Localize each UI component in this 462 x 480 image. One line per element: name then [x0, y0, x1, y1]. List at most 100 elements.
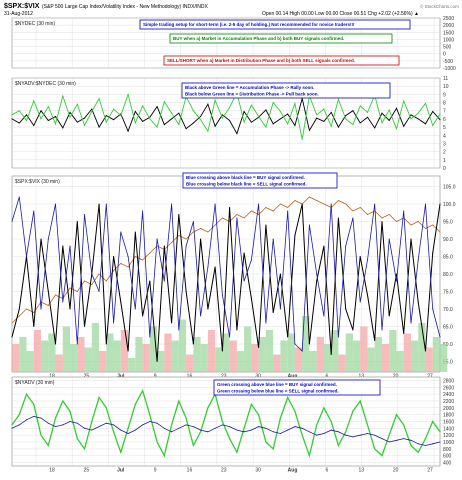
data-point: [200, 429, 202, 431]
x-tick-label: Jul: [117, 374, 125, 380]
data-point: [439, 203, 441, 205]
data-point: [424, 203, 426, 205]
data-point: [120, 429, 122, 431]
data-point: [214, 125, 216, 127]
data-point: [98, 273, 100, 275]
data-point: [374, 448, 376, 450]
data-point: [388, 441, 390, 443]
data-point: [221, 217, 223, 219]
data-point: [98, 203, 100, 205]
data-point: [134, 308, 136, 310]
data-point: [374, 203, 376, 205]
data-point: [127, 266, 129, 268]
data-point: [84, 448, 86, 450]
y-tick-label: 800: [443, 447, 452, 453]
data-point: [337, 217, 339, 219]
fill-bar: [396, 351, 404, 372]
fill-bar: [440, 344, 448, 372]
y-tick-label: 9: [443, 92, 446, 98]
data-point: [149, 280, 151, 282]
data-point: [265, 441, 267, 443]
data-point: [98, 397, 100, 399]
data-point: [76, 422, 78, 424]
data-point: [258, 347, 260, 348]
data-point: [91, 429, 93, 431]
data-point: [163, 101, 165, 103]
data-point: [33, 312, 35, 313]
data-point: [40, 434, 42, 436]
watermark: © StockCharts.com: [420, 3, 459, 9]
data-point: [55, 343, 57, 345]
data-point: [149, 421, 151, 422]
x-tick-label: Aug: [288, 468, 298, 474]
data-point: [192, 343, 194, 345]
data-point: [18, 414, 20, 416]
data-point: [221, 350, 223, 352]
data-point: [229, 438, 231, 440]
fill-bar: [222, 333, 230, 372]
y-tick-label: 7: [443, 109, 446, 115]
data-point: [258, 414, 260, 416]
data-point: [243, 427, 245, 429]
data-point: [250, 259, 252, 261]
data-point: [185, 128, 187, 130]
phase-note-frame: [181, 82, 391, 99]
setup-note: Simple trading setup for short-term (i.e…: [139, 19, 411, 30]
data-point: [142, 315, 144, 317]
y-tick-label: 5: [443, 125, 446, 131]
data-point: [120, 301, 122, 303]
data-point: [432, 421, 434, 422]
data-point: [308, 343, 310, 345]
data-point: [279, 432, 281, 434]
data-point: [163, 455, 165, 457]
fill-bar: [294, 347, 303, 372]
data-point: [424, 123, 426, 125]
data-point: [388, 214, 390, 215]
data-point: [388, 315, 390, 317]
data-point: [395, 280, 397, 282]
data-point: [113, 256, 115, 257]
data-point: [301, 138, 303, 140]
data-point: [192, 426, 194, 428]
data-point: [337, 126, 339, 128]
data-point: [178, 214, 180, 215]
y-tick-label: 60.0: [443, 342, 453, 348]
data-point: [287, 336, 289, 338]
data-point: [345, 245, 347, 247]
data-point: [113, 431, 115, 433]
y-tick-label: 3: [443, 141, 446, 147]
data-point: [47, 444, 49, 446]
data-point: [279, 111, 281, 113]
data-point: [142, 259, 144, 261]
data-point: [62, 245, 64, 247]
data-point: [388, 120, 390, 122]
data-point: [323, 315, 325, 317]
data-point: [105, 280, 107, 282]
data-point: [381, 455, 383, 457]
data-point: [69, 245, 71, 247]
data-point: [243, 121, 245, 123]
data-point: [47, 291, 49, 292]
x-tick-label: 6: [326, 374, 329, 380]
data-point: [171, 424, 173, 426]
data-point: [424, 350, 426, 352]
fill-bar: [316, 337, 324, 372]
data-point: [417, 112, 419, 114]
chart-symbol: $SPX:$VIX: [4, 3, 40, 10]
data-point: [62, 95, 64, 97]
data-point: [11, 221, 13, 222]
setup-note-text: Simple trading setup for short-term (i.e…: [143, 22, 355, 27]
data-point: [366, 424, 368, 426]
panel-title-bottom: $NYADV (30 min): [15, 380, 55, 386]
y-tick-label: 2600: [443, 385, 454, 391]
x-tick-label: 30: [255, 374, 261, 380]
panel-title-ratio: $NYADV:$NYDEC (30 min): [15, 81, 76, 87]
x-tick-label: 23: [221, 374, 227, 380]
fill-bar: [157, 351, 165, 372]
cross-note-frame: [182, 172, 338, 189]
data-point: [18, 110, 20, 112]
y-tick-label: 2000: [443, 23, 454, 29]
data-point: [439, 441, 441, 443]
data-point: [207, 130, 209, 132]
